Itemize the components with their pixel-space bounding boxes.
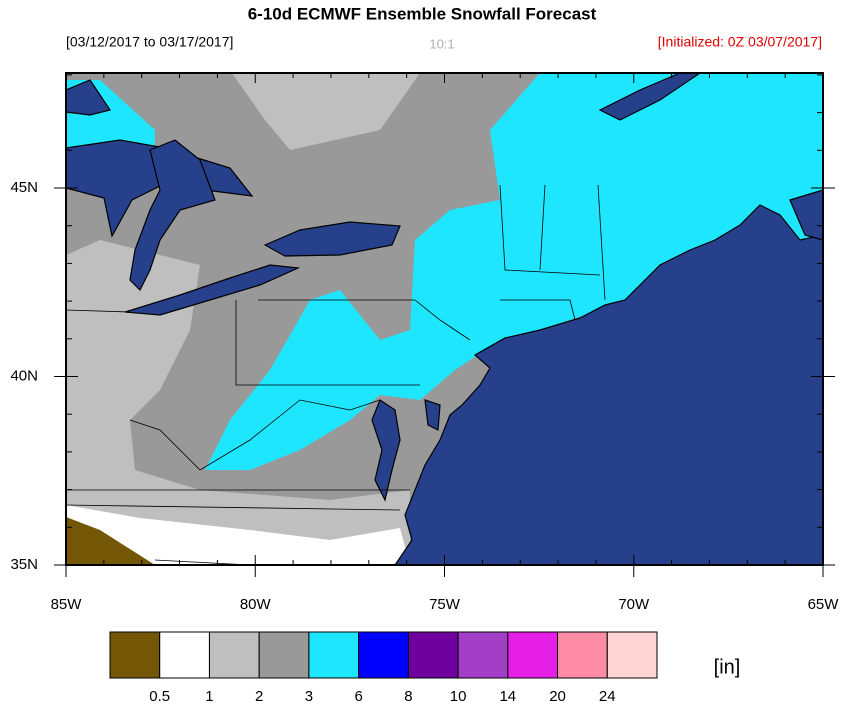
water [66,79,111,116]
colorbar-box [507,631,559,679]
colorbar-label: 24 [599,688,616,705]
colorbar-label: 2 [255,688,263,705]
lat-label: 35N [10,556,38,573]
colorbar-label: 3 [305,688,313,705]
colorbar-box [109,631,161,679]
region-white [66,505,410,565]
lake-huron [129,139,216,292]
state-border [539,184,546,271]
colorbar-box [208,631,260,679]
delaware-bay [424,399,441,431]
lake-ontario [263,221,401,257]
colorbar-box [557,631,608,679]
colorbar-box [308,631,360,679]
state-border [500,299,576,321]
colorbar-unit: [in] [714,656,741,678]
region-cyan [205,73,823,470]
colorbar-box [606,631,658,679]
colorbar-label: 1 [205,688,213,705]
lon-label: 85W [51,596,83,613]
frame-ticks [54,73,835,577]
title: 6-10d ECMWF Ensemble Snowfall Forecast [248,4,597,23]
colorbar-box [159,631,210,679]
lon-label: 65W [808,596,840,613]
colorbar-label: 0.5 [149,688,170,705]
lat-label: 45N [10,179,38,196]
state-border [129,399,381,471]
region-light-gray [66,240,410,565]
state-border [66,504,401,511]
colorbar-box [457,631,509,679]
ratio: 10:1 [429,36,454,51]
lon-label: 75W [429,596,461,613]
colorbar-label: 14 [499,688,516,705]
map [66,73,823,565]
lat-label: 40N [10,367,38,384]
lon-label: 80W [240,596,272,613]
state-border [66,309,131,313]
colorbar-box [358,631,409,679]
colorbar-label: 20 [549,688,566,705]
chesapeake-bay [371,399,401,502]
state-border [597,184,606,301]
ocean [394,204,823,565]
colorbar-label: 6 [354,688,362,705]
region-brown [66,517,155,565]
initialized: [Initialized: 0Z 03/07/2017] [658,34,822,50]
colorbar-label: 10 [450,688,467,705]
state-border [235,300,420,386]
region-light-gray [232,73,420,150]
state-border [499,184,601,276]
lon-label: 70W [618,596,650,613]
state-border [258,299,471,341]
colorbar-box [258,631,310,679]
colorbar-label: 8 [404,688,412,705]
lake-erie [124,264,301,316]
water [598,73,702,121]
date-range: [03/12/2017 to 03/17/2017] [66,34,233,50]
colorbar-box [407,631,459,679]
water [789,189,823,241]
